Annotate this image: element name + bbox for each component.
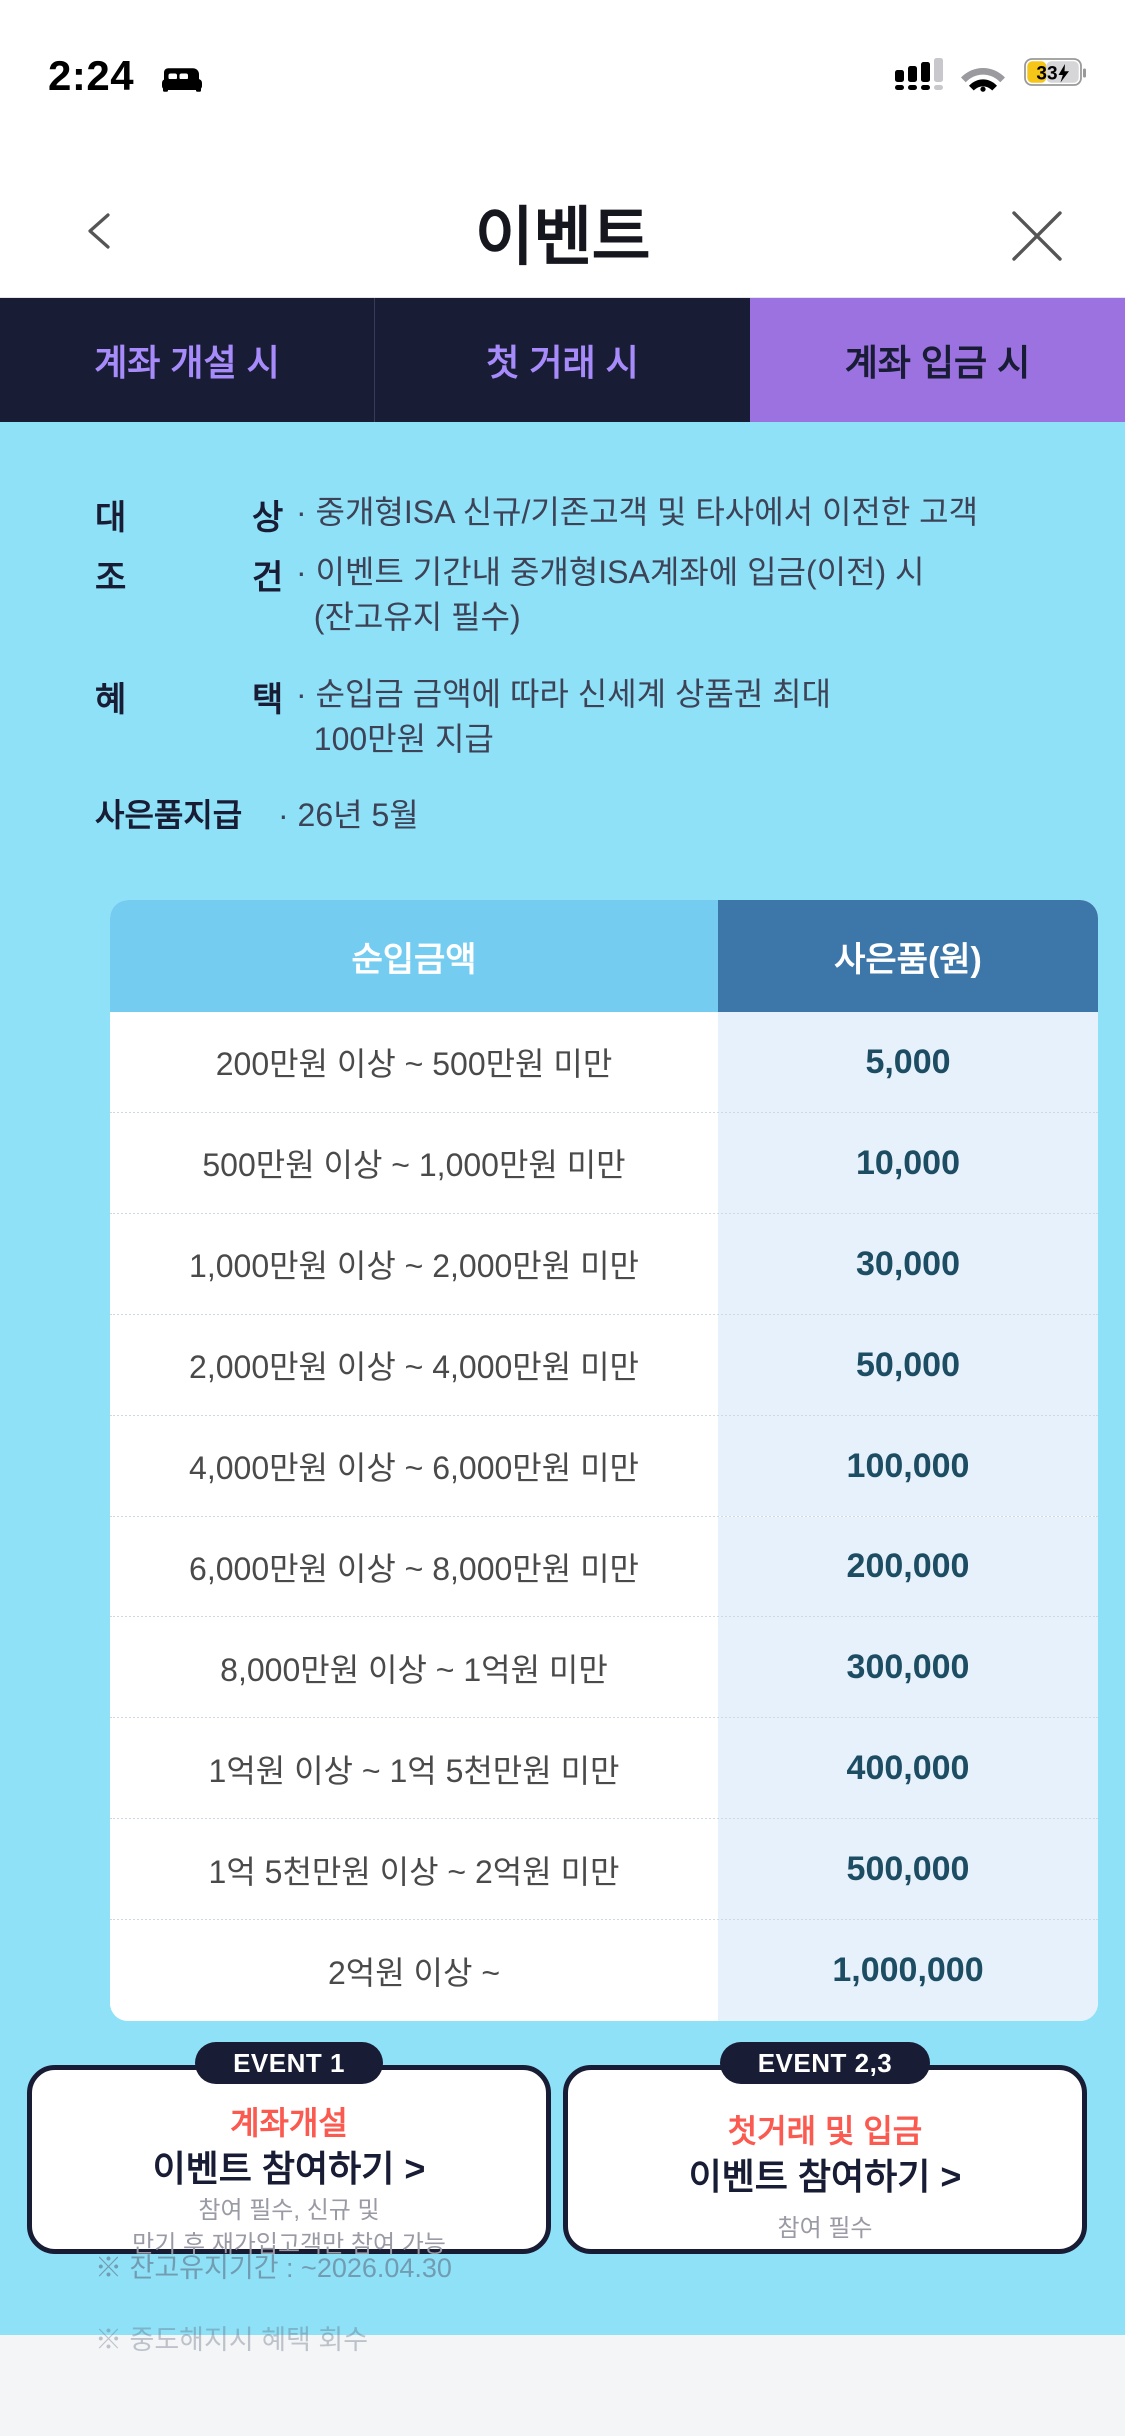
svg-text:33: 33 <box>1036 64 1057 85</box>
